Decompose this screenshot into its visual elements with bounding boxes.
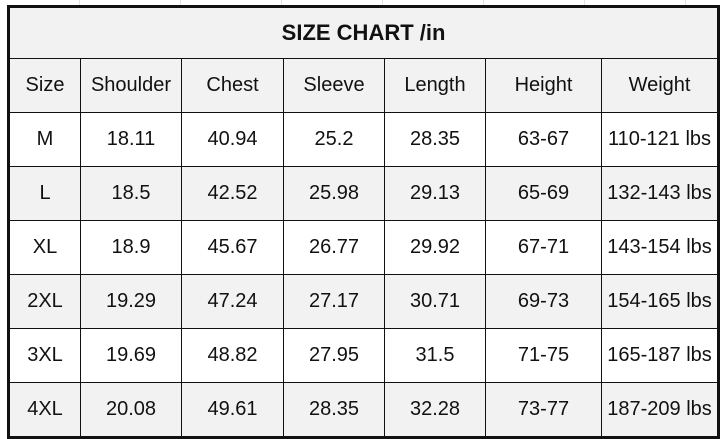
table-cell: 65-69 xyxy=(485,166,602,221)
table-row: 2XL 19.29 47.24 27.17 30.71 69-73 154-165 lbs xyxy=(8,274,720,329)
table-cell: 26.77 xyxy=(283,220,385,275)
table-cell: 154-165 lbs xyxy=(600,274,720,329)
table-cell: 42.52 xyxy=(181,166,284,221)
table-cell: 49.61 xyxy=(181,382,284,438)
table-cell: 47.24 xyxy=(181,274,284,329)
table-cell: 2XL xyxy=(8,274,81,329)
table-cell: 132-143 lbs xyxy=(600,166,720,221)
table-title: SIZE CHART /in xyxy=(7,6,720,59)
table-cell: 48.82 xyxy=(181,328,284,383)
table-cell: 25.2 xyxy=(283,112,385,167)
table-cell: 187-209 lbs xyxy=(600,382,720,438)
table-cell: 29.13 xyxy=(384,166,486,221)
table-cell: 18.11 xyxy=(80,112,182,167)
table-cell: 143-154 lbs xyxy=(600,220,720,275)
column-header: Chest xyxy=(181,58,284,113)
table-cell: 18.5 xyxy=(80,166,182,221)
table-cell: 40.94 xyxy=(181,112,284,167)
table-cell: L xyxy=(8,166,81,221)
table-cell: 63-67 xyxy=(485,112,602,167)
table-row: 3XL 19.69 48.82 27.95 31.5 71-75 165-187 lbs xyxy=(8,328,720,383)
table-cell: 27.17 xyxy=(283,274,385,329)
table-cell: 30.71 xyxy=(384,274,486,329)
table-cell: 25.98 xyxy=(283,166,385,221)
table-row: L 18.5 42.52 25.98 29.13 65-69 132-143 lbs xyxy=(8,166,720,221)
table-cell: 3XL xyxy=(8,328,81,383)
table-cell: 27.95 xyxy=(283,328,385,383)
table-cell: 19.29 xyxy=(80,274,182,329)
column-header: Weight xyxy=(600,58,720,113)
table-cell: 73-77 xyxy=(485,382,602,438)
column-header: Length xyxy=(384,58,486,113)
table-cell: XL xyxy=(8,220,81,275)
table-cell: 19.69 xyxy=(80,328,182,383)
table-cell: 165-187 lbs xyxy=(600,328,720,383)
column-header: Height xyxy=(485,58,602,113)
table-cell: 28.35 xyxy=(384,112,486,167)
table-cell: 69-73 xyxy=(485,274,602,329)
table-cell: 45.67 xyxy=(181,220,284,275)
table-cell: 28.35 xyxy=(283,382,385,438)
table-row: M 18.11 40.94 25.2 28.35 63-67 110-121 lbs xyxy=(8,112,720,167)
table-cell: 29.92 xyxy=(384,220,486,275)
table-cell: 20.08 xyxy=(80,382,182,438)
table-cell: 31.5 xyxy=(384,328,486,383)
table-cell: 67-71 xyxy=(485,220,602,275)
column-header: Shoulder xyxy=(80,58,182,113)
header-row: Size Shoulder Chest Sleeve Length Height Weigh… xyxy=(8,58,720,113)
table-row: 4XL 20.08 49.61 28.35 32.28 73-77 187-209 lbs xyxy=(8,382,720,438)
table-cell: M xyxy=(8,112,81,167)
table-cell: 110-121 lbs xyxy=(600,112,720,167)
column-header: Size xyxy=(8,58,81,113)
table-cell: 71-75 xyxy=(485,328,602,383)
table-cell: 4XL xyxy=(8,382,81,438)
table-cell: 18.9 xyxy=(80,220,182,275)
table-row: XL 18.9 45.67 26.77 29.92 67-71 143-154 lbs xyxy=(8,220,720,275)
size-chart-table: SIZE CHART /in Size Shoulder Chest Sleeve Le… xyxy=(7,5,720,439)
table-cell: 32.28 xyxy=(384,382,486,438)
column-header: Sleeve xyxy=(283,58,385,113)
